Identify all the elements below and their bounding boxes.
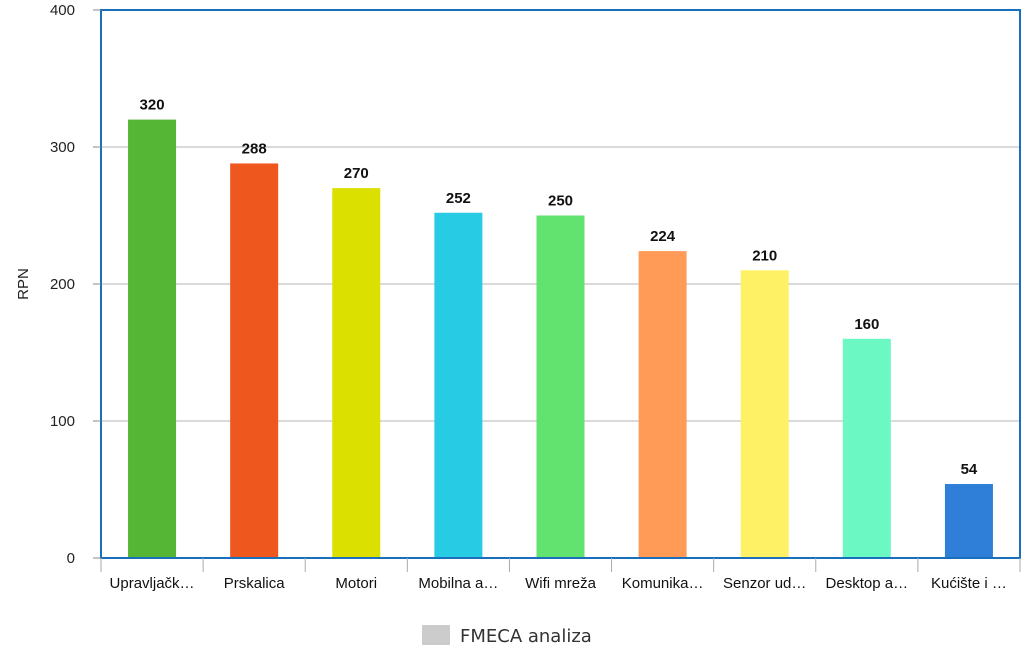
x-tick-label: Komunika…	[622, 575, 704, 592]
bar[interactable]	[638, 251, 687, 558]
data-label: 224	[650, 228, 676, 245]
legend-swatch[interactable]	[422, 625, 450, 645]
data-label: 320	[140, 97, 165, 114]
data-labels: 320 288 270 252 250 224 210 160 54	[140, 97, 978, 478]
x-tick-label: Kućište i …	[931, 575, 1007, 592]
bars	[128, 119, 993, 559]
x-tick-label: Motori	[335, 575, 377, 592]
bar[interactable]	[332, 188, 381, 558]
y-tick-label: 0	[67, 550, 75, 567]
data-label: 210	[752, 247, 777, 264]
y-axis-ticks: 0 100 200 300 400	[50, 2, 101, 567]
bar[interactable]	[740, 270, 789, 558]
bar[interactable]	[842, 338, 891, 558]
data-label: 160	[854, 316, 879, 333]
x-tick-label: Wifi mreža	[525, 575, 596, 592]
y-tick-label: 300	[50, 139, 75, 156]
data-label: 270	[344, 165, 369, 182]
bar[interactable]	[434, 212, 483, 558]
data-label: 54	[961, 461, 978, 478]
y-tick-label: 200	[50, 276, 75, 293]
bar[interactable]	[536, 215, 585, 559]
x-tick-label: Mobilna a…	[418, 575, 498, 592]
data-label: 288	[242, 140, 267, 157]
y-axis-title: RPN	[15, 268, 32, 300]
x-tick-label: Upravljačk…	[110, 575, 195, 592]
y-tick-label: 400	[50, 2, 75, 19]
bar[interactable]	[944, 484, 993, 558]
x-axis-ticks: Upravljačk… Prskalica Motori Mobilna a… Wifi…	[100, 558, 1021, 592]
data-label: 252	[446, 190, 471, 207]
data-label: 250	[548, 193, 573, 210]
x-tick-label: Senzor ud…	[723, 575, 806, 592]
legend-label[interactable]: FMECA analiza	[460, 626, 592, 647]
x-tick-label: Desktop a…	[826, 575, 909, 592]
y-tick-label: 100	[50, 413, 75, 430]
bar[interactable]	[128, 119, 177, 558]
x-tick-label: Prskalica	[224, 575, 286, 592]
bar[interactable]	[230, 163, 279, 558]
